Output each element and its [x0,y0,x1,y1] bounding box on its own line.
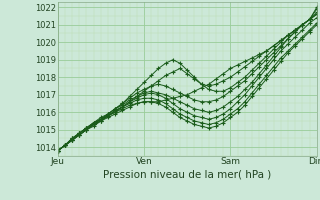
X-axis label: Pression niveau de la mer( hPa ): Pression niveau de la mer( hPa ) [103,169,271,179]
